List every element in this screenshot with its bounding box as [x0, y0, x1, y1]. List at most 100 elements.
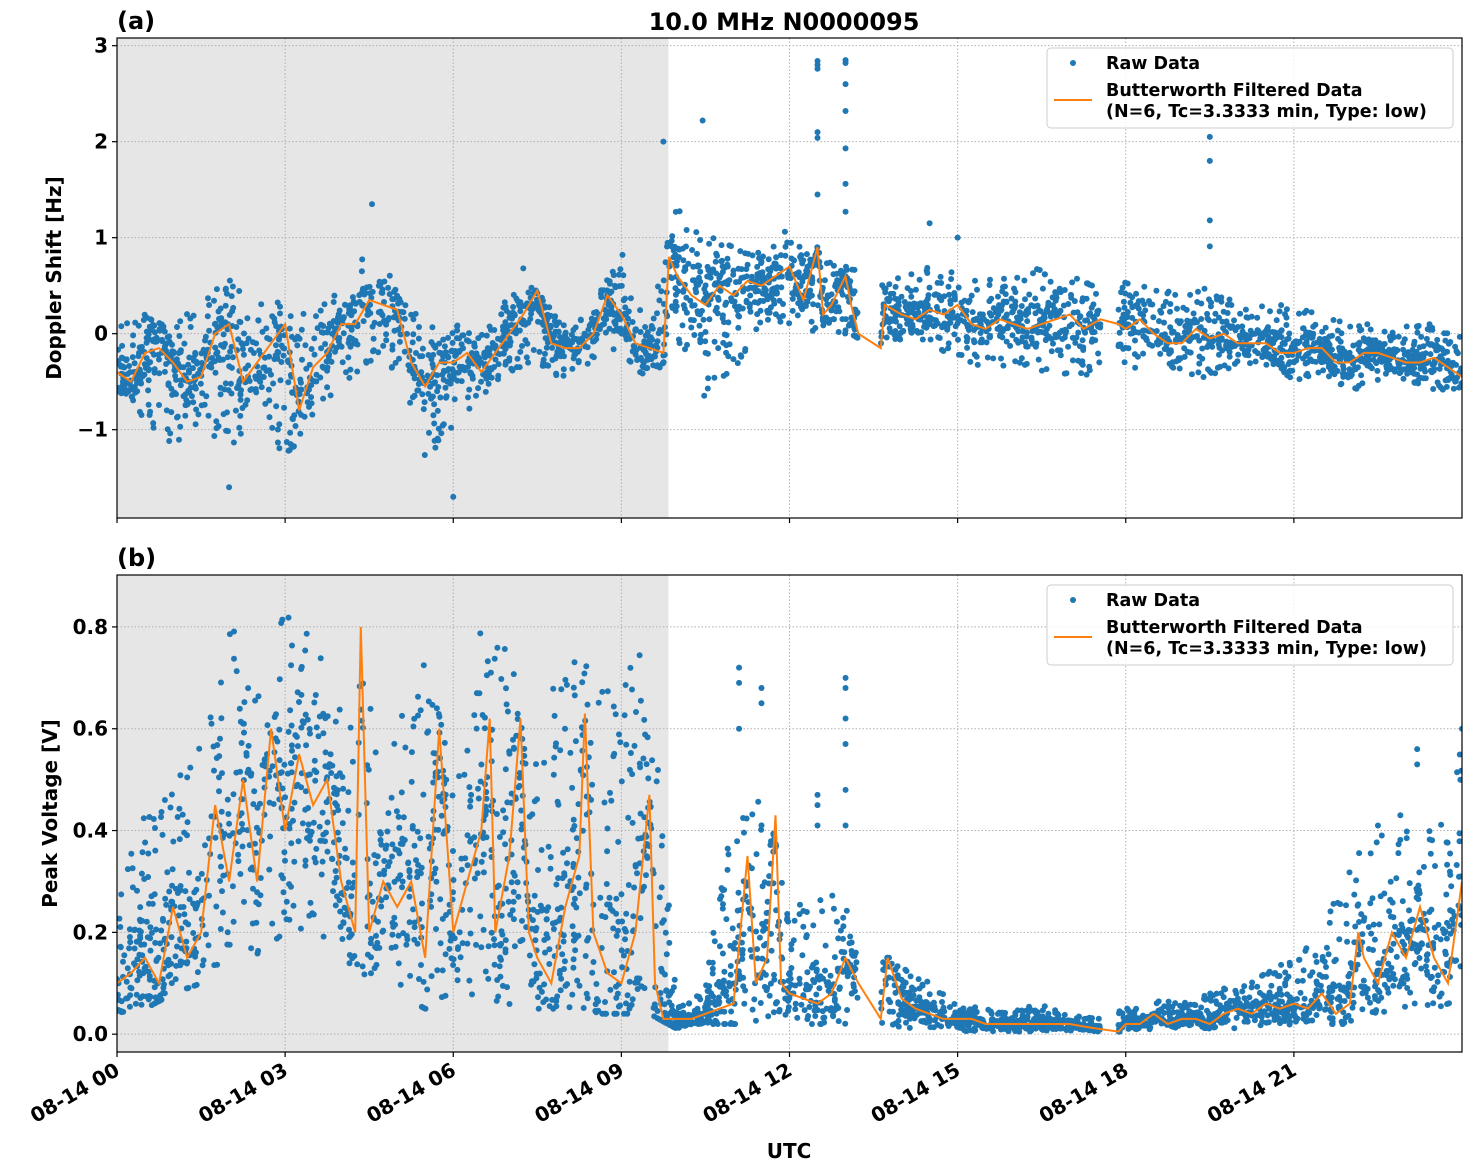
raw-data-point — [639, 357, 646, 364]
raw-data-point — [1429, 326, 1436, 333]
raw-data-point — [418, 864, 425, 871]
raw-data-point — [434, 967, 441, 974]
raw-data-point — [1126, 292, 1133, 299]
raw-data-point — [607, 789, 613, 796]
raw-data-point — [330, 299, 337, 305]
raw-data-point — [1453, 862, 1460, 868]
raw-data-point — [315, 733, 322, 740]
raw-data-point — [124, 320, 131, 327]
raw-data-point — [1382, 370, 1389, 377]
raw-data-point — [1336, 936, 1343, 943]
raw-data-point — [245, 685, 252, 692]
raw-data-point — [464, 747, 471, 754]
raw-data-point — [347, 366, 354, 373]
raw-data-point — [278, 359, 285, 365]
raw-data-point — [634, 870, 640, 877]
raw-data-point — [830, 262, 837, 269]
raw-data-point — [617, 316, 624, 323]
raw-data-point — [396, 824, 403, 831]
raw-data-point — [1393, 953, 1400, 960]
raw-data-point — [522, 337, 529, 344]
raw-data-point — [946, 291, 953, 298]
raw-data-point — [141, 965, 148, 972]
raw-data-point — [229, 354, 236, 361]
raw-data-point — [159, 338, 166, 345]
raw-data-point — [303, 365, 310, 372]
raw-data-point — [754, 299, 761, 306]
raw-data-point — [613, 932, 620, 939]
raw-data-point — [913, 328, 920, 334]
raw-data-point — [342, 301, 349, 308]
raw-data-point — [491, 655, 498, 662]
raw-data-point — [1206, 317, 1212, 324]
raw-data-point — [411, 375, 418, 382]
raw-data-point — [435, 793, 442, 800]
raw-data-point — [186, 354, 193, 361]
raw-data-point — [136, 408, 143, 415]
raw-data-point — [138, 343, 145, 350]
raw-data-point — [602, 329, 609, 336]
raw-data-point — [1381, 981, 1388, 988]
raw-data-point — [896, 323, 903, 330]
raw-data-point — [1141, 283, 1148, 290]
raw-data-point — [157, 940, 163, 947]
raw-data-point — [1086, 363, 1093, 370]
raw-data-point — [471, 342, 478, 349]
raw-data-point — [269, 763, 276, 770]
raw-data-point — [493, 811, 500, 817]
raw-data-point — [127, 369, 134, 376]
raw-data-point — [247, 346, 254, 353]
raw-data-point — [1267, 355, 1274, 362]
raw-data-point — [480, 869, 487, 876]
raw-data-point — [1441, 330, 1448, 337]
raw-data-point — [276, 445, 283, 452]
raw-data-point — [316, 823, 323, 830]
raw-data-point — [343, 885, 350, 891]
raw-data-point — [719, 312, 726, 319]
raw-data-point — [131, 360, 138, 367]
raw-data-point — [1150, 314, 1157, 321]
raw-data-point — [572, 335, 579, 342]
y-tick-label: 2 — [94, 130, 108, 154]
raw-data-point — [1437, 936, 1444, 943]
raw-data-point — [611, 318, 618, 325]
raw-data-point — [356, 298, 363, 305]
raw-data-point — [384, 828, 391, 835]
raw-data-point — [343, 369, 349, 376]
raw-data-point — [746, 284, 753, 291]
raw-data-point — [369, 288, 376, 295]
raw-data-point — [770, 285, 777, 292]
panel-label: (a) — [117, 7, 155, 35]
raw-data-point — [227, 380, 234, 387]
raw-data-point — [359, 256, 366, 263]
raw-data-point — [1345, 973, 1352, 980]
legend-raw-marker — [1070, 60, 1076, 66]
raw-data-point — [1132, 364, 1139, 371]
raw-data-point — [458, 855, 465, 862]
raw-data-point — [915, 976, 922, 983]
raw-data-point — [895, 275, 901, 282]
raw-data-point — [948, 313, 955, 319]
raw-data-point — [923, 301, 930, 308]
raw-data-point — [1319, 328, 1326, 335]
raw-data-point — [274, 439, 281, 446]
raw-data-point — [1009, 308, 1016, 315]
raw-data-point — [522, 321, 529, 328]
raw-data-point — [1216, 1007, 1223, 1014]
raw-data-point — [466, 386, 473, 393]
raw-data-point — [477, 630, 484, 637]
raw-data-point — [634, 356, 641, 363]
raw-data-point — [1438, 821, 1445, 828]
raw-data-point — [1063, 370, 1070, 377]
raw-data-point — [587, 739, 594, 746]
raw-data-point — [788, 255, 795, 262]
raw-data-point — [449, 366, 456, 373]
raw-data-point — [970, 337, 977, 344]
raw-data-point — [719, 280, 726, 287]
raw-data-point — [1047, 278, 1054, 285]
raw-data-point — [126, 363, 133, 369]
raw-data-point — [663, 951, 670, 958]
raw-data-point — [183, 938, 190, 945]
raw-data-point — [702, 329, 709, 335]
raw-data-point — [777, 265, 784, 272]
